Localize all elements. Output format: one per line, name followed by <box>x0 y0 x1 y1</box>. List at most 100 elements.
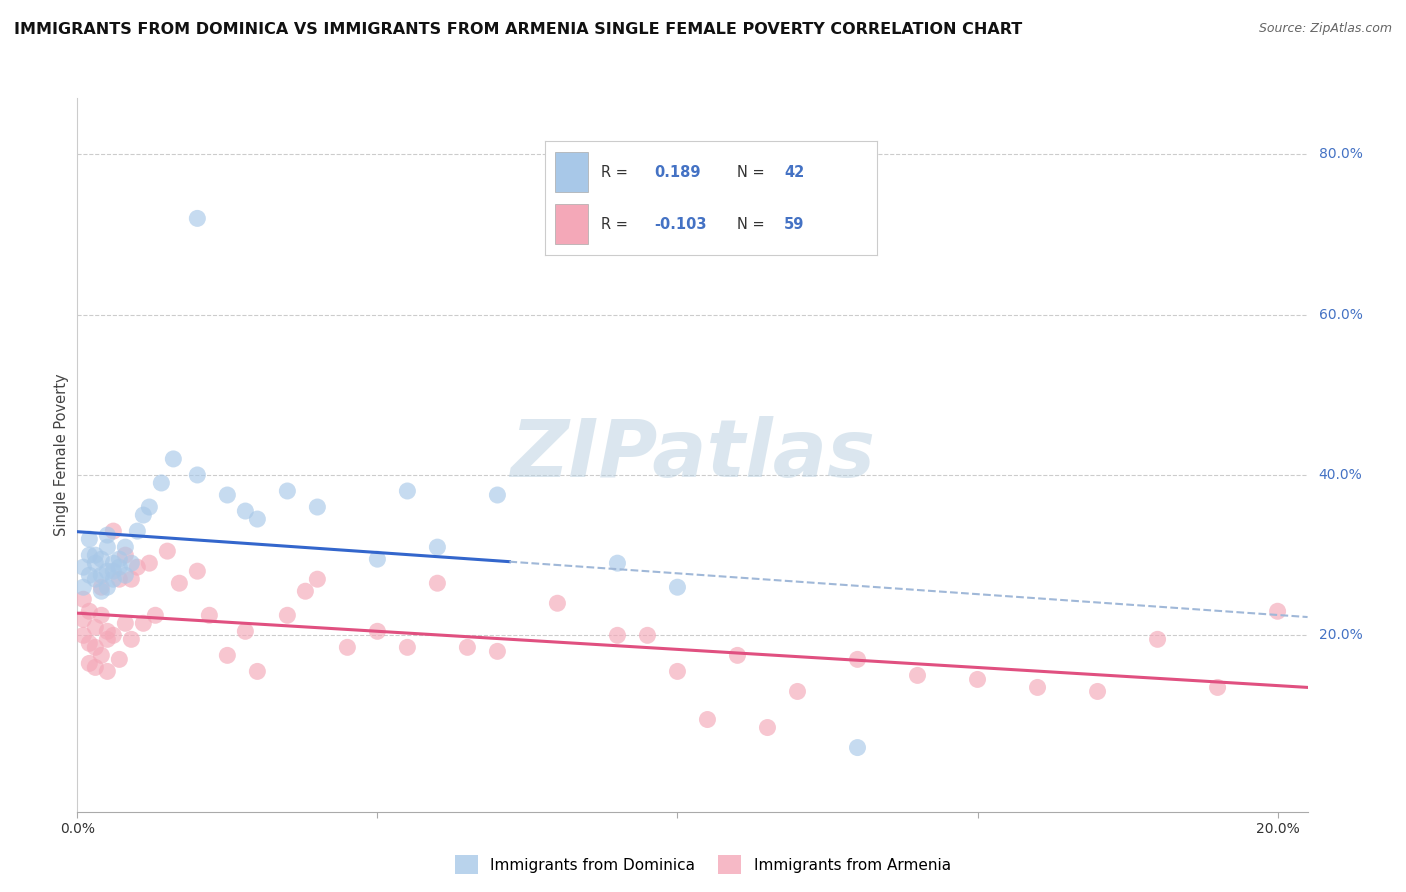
Point <box>96 624 118 639</box>
Point <box>396 483 419 498</box>
Point <box>72 592 94 607</box>
Point <box>606 556 628 570</box>
Point <box>114 548 136 562</box>
Point <box>366 624 388 639</box>
Point <box>294 584 316 599</box>
Point <box>150 475 173 490</box>
Point <box>108 560 131 574</box>
Legend: Immigrants from Dominica, Immigrants from Armenia: Immigrants from Dominica, Immigrants fro… <box>450 849 956 880</box>
Point <box>486 644 509 658</box>
Point <box>84 640 107 655</box>
Point <box>246 665 269 679</box>
Point <box>907 668 929 682</box>
Point <box>307 572 329 586</box>
Point <box>786 684 808 698</box>
Point <box>90 608 112 623</box>
Point <box>72 612 94 626</box>
Point <box>138 556 160 570</box>
Point <box>108 572 131 586</box>
Point <box>84 556 107 570</box>
Point <box>72 560 94 574</box>
Point <box>307 500 329 514</box>
Point <box>666 580 689 594</box>
Point <box>84 620 107 634</box>
Point <box>114 616 136 631</box>
Point <box>186 211 208 226</box>
Point <box>846 652 869 666</box>
Text: 60.0%: 60.0% <box>1319 308 1362 322</box>
Point <box>1146 632 1168 647</box>
Point <box>606 628 628 642</box>
Text: Source: ZipAtlas.com: Source: ZipAtlas.com <box>1258 22 1392 36</box>
Point <box>132 616 155 631</box>
Point <box>79 548 101 562</box>
Point <box>103 524 125 538</box>
Point <box>235 504 257 518</box>
Point <box>120 572 142 586</box>
Point <box>217 488 239 502</box>
Point <box>546 596 568 610</box>
Point <box>90 568 112 582</box>
Point <box>84 572 107 586</box>
Point <box>756 721 779 735</box>
Point <box>114 540 136 554</box>
Point <box>90 552 112 566</box>
Point <box>276 483 298 498</box>
Point <box>84 548 107 562</box>
Point <box>138 500 160 514</box>
Point <box>486 488 509 502</box>
Point <box>143 608 166 623</box>
Point <box>96 564 118 578</box>
Point <box>186 467 208 482</box>
Point <box>79 657 101 671</box>
Point <box>103 564 125 578</box>
Point <box>79 636 101 650</box>
Point <box>235 624 257 639</box>
Point <box>90 648 112 663</box>
Point <box>79 604 101 618</box>
Y-axis label: Single Female Poverty: Single Female Poverty <box>53 374 69 536</box>
Point <box>120 556 142 570</box>
Point <box>127 560 149 574</box>
Point <box>169 576 191 591</box>
Point <box>127 524 149 538</box>
Point <box>426 540 449 554</box>
Point <box>108 652 131 666</box>
Point <box>426 576 449 591</box>
Text: 40.0%: 40.0% <box>1319 468 1362 482</box>
Point <box>103 572 125 586</box>
Point <box>72 580 94 594</box>
Point <box>84 660 107 674</box>
Point <box>156 544 179 558</box>
Text: 20.0%: 20.0% <box>1319 628 1362 642</box>
Point <box>96 632 118 647</box>
Point <box>90 580 112 594</box>
Point <box>96 540 118 554</box>
Point <box>366 552 388 566</box>
Point <box>96 665 118 679</box>
Point <box>336 640 359 655</box>
Point <box>103 628 125 642</box>
Point <box>79 568 101 582</box>
Point <box>90 584 112 599</box>
Point <box>727 648 749 663</box>
Point <box>96 528 118 542</box>
Point <box>396 640 419 655</box>
Point <box>120 632 142 647</box>
Point <box>246 512 269 526</box>
Point <box>198 608 221 623</box>
Point <box>1087 684 1109 698</box>
Point <box>1026 681 1049 695</box>
Point <box>696 713 718 727</box>
Point <box>72 628 94 642</box>
Point <box>636 628 658 642</box>
Point <box>186 564 208 578</box>
Point <box>1267 604 1289 618</box>
Point <box>276 608 298 623</box>
Point <box>103 556 125 570</box>
Point <box>114 568 136 582</box>
Point <box>666 665 689 679</box>
Point <box>846 740 869 755</box>
Text: IMMIGRANTS FROM DOMINICA VS IMMIGRANTS FROM ARMENIA SINGLE FEMALE POVERTY CORREL: IMMIGRANTS FROM DOMINICA VS IMMIGRANTS F… <box>14 22 1022 37</box>
Point <box>966 673 988 687</box>
